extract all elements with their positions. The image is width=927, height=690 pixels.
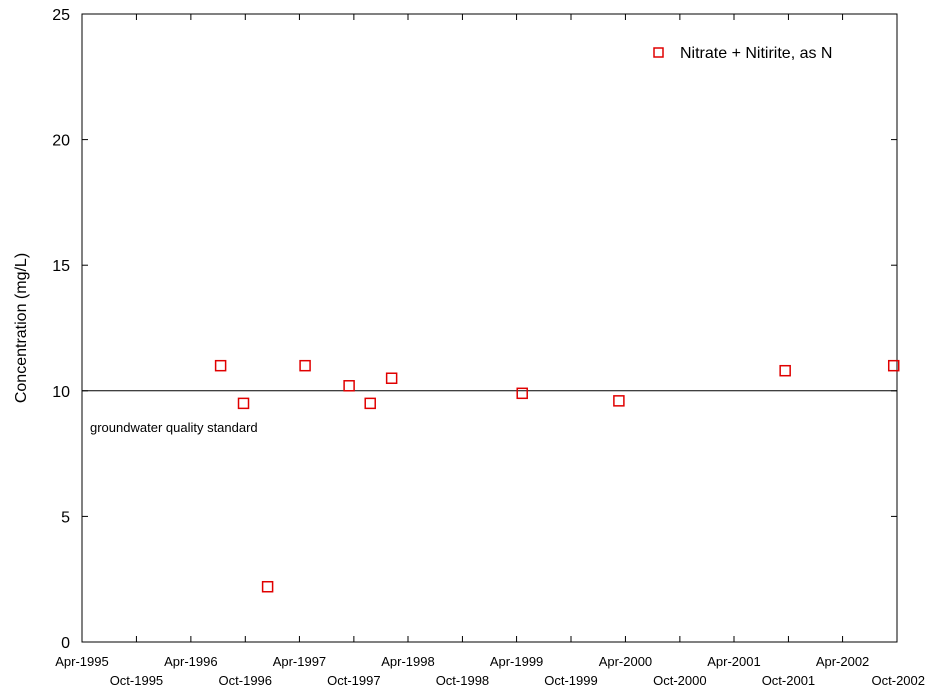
legend: Nitrate + Nitirite, as N [653, 45, 832, 62]
legend-entry: Nitrate + Nitirite, as N [680, 45, 832, 62]
y-tick-label: 15 [52, 258, 70, 275]
plot-frame [81, 13, 898, 643]
data-point [343, 380, 355, 392]
data-point [364, 397, 376, 410]
x-tick-label: Oct-2000 [653, 673, 706, 688]
x-tick-label: Apr-1996 [164, 654, 217, 669]
x-axis: Apr-1995 Apr-1996 Apr-1997 Apr-1998 Apr-1999… [55, 14, 925, 688]
y-tick-label: 10 [52, 384, 70, 401]
x-tick-label: Oct-2001 [762, 673, 815, 688]
data-point [299, 359, 311, 372]
y-axis: 0 5 10 15 20 25 [52, 7, 897, 652]
data-point [887, 359, 900, 372]
x-tick-label: Apr-2002 [816, 654, 869, 669]
x-tick-label: Apr-2000 [599, 654, 652, 669]
x-tick-label: Apr-1995 [55, 654, 108, 669]
data-point [613, 395, 625, 407]
x-tick-label: Oct-2002 [872, 673, 925, 688]
reference-line-label: groundwater quality standard [90, 420, 258, 435]
y-tick-label: 20 [52, 133, 70, 150]
data-point [261, 580, 274, 593]
x-tick-label: Oct-1998 [436, 673, 489, 688]
y-axis-label: Concentration (mg/L) [13, 253, 30, 403]
y-tick-label: 0 [61, 635, 70, 652]
data-point [385, 372, 398, 384]
data-point [214, 359, 227, 372]
data-points [214, 359, 900, 593]
x-tick-label: Oct-1997 [327, 673, 380, 688]
x-tick-label: Apr-1997 [273, 654, 326, 669]
x-tick-label: Apr-2001 [707, 654, 760, 669]
legend-marker [653, 47, 664, 58]
data-point [237, 397, 250, 410]
y-tick-label: 25 [52, 7, 70, 24]
x-tick-label: Oct-1996 [219, 673, 272, 688]
x-tick-label: Apr-1998 [381, 654, 434, 669]
x-tick-label: Apr-1999 [490, 654, 543, 669]
x-tick-label: Oct-1999 [544, 673, 597, 688]
y-tick-label: 5 [61, 509, 70, 526]
data-point [779, 364, 791, 377]
data-point [516, 387, 528, 400]
x-tick-label: Oct-1995 [110, 673, 163, 688]
